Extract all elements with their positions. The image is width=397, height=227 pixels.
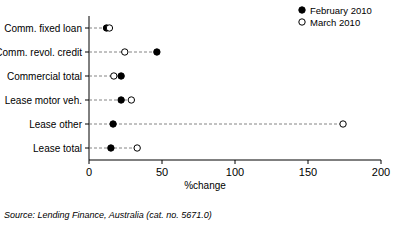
dot <box>111 73 117 79</box>
guide-line <box>89 100 131 101</box>
plot-area <box>89 25 346 151</box>
dot <box>110 121 116 127</box>
category-label: Comm. fixed loan <box>4 23 82 34</box>
category-label: Commercial total <box>7 71 82 82</box>
x-tick <box>89 160 90 164</box>
legend-marker <box>299 7 305 13</box>
x-tick-label: 100 <box>226 166 244 178</box>
x-tick-label: 0 <box>86 166 92 178</box>
legend-label: March 2010 <box>310 17 360 28</box>
dot <box>154 49 160 55</box>
dot <box>118 73 124 79</box>
x-tick-label: 200 <box>372 166 390 178</box>
chart: 0 50 100 150 200 %change Comm. fixed loan Comm.… <box>0 0 397 227</box>
legend-marker <box>299 19 305 25</box>
x-tick-label: 50 <box>156 166 168 178</box>
x-tick <box>235 160 236 164</box>
x-tick <box>308 160 309 164</box>
dot <box>134 145 140 151</box>
dot <box>106 25 112 31</box>
y-tick <box>85 124 89 125</box>
dot <box>122 49 128 55</box>
category-label: Lease motor veh. <box>5 95 82 106</box>
y-tick <box>85 100 89 101</box>
y-axis <box>89 16 90 160</box>
x-tick <box>381 160 382 164</box>
dot <box>340 121 346 127</box>
y-tick <box>85 148 89 149</box>
dot <box>118 97 124 103</box>
x-tick <box>162 160 163 164</box>
guide-line <box>89 124 343 125</box>
source: Source: Lending Finance, Australia (cat.… <box>4 210 212 220</box>
x-tick-label: 150 <box>299 166 317 178</box>
y-tick <box>85 28 89 29</box>
x-axis-label: %change <box>184 180 226 191</box>
category-label: Lease total <box>33 143 82 154</box>
legend-label: February 2010 <box>310 5 372 16</box>
y-tick <box>85 76 89 77</box>
y-tick <box>85 52 89 53</box>
dot <box>108 145 114 151</box>
category-label: Lease other <box>29 119 82 130</box>
dot <box>128 97 134 103</box>
category-label: Comm. revol. credit <box>0 47 82 58</box>
